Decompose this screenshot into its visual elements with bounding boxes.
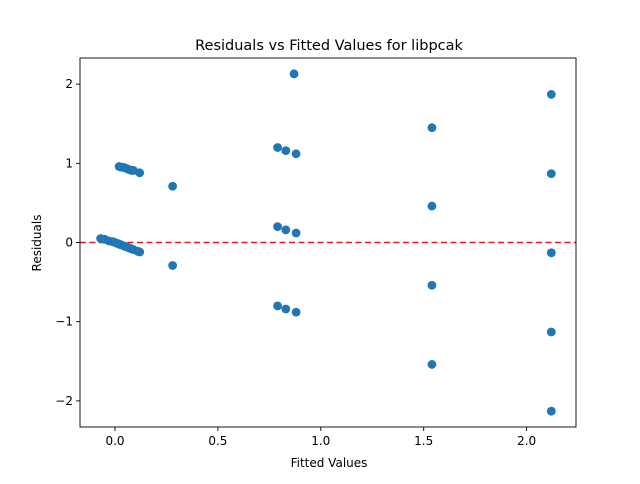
x-tick-label: 1.5 [414, 434, 433, 448]
data-point [546, 169, 556, 179]
data-point [168, 261, 178, 270]
data-point [135, 247, 145, 257]
x-tick-label: 0.5 [208, 434, 227, 448]
y-tick-label: 1 [65, 156, 73, 170]
x-tick-label: 2.0 [517, 434, 536, 448]
data-point [281, 146, 291, 156]
data-point [281, 304, 291, 314]
y-tick-label: 2 [65, 77, 73, 91]
plot-area: 0.0 0.5 1.0 1.5 2.0 −2 −1 0 1 2 [55, 57, 577, 448]
x-tick-label: 0.0 [105, 434, 124, 448]
data-point [291, 307, 301, 317]
x-axis-label: Fitted Values [291, 456, 368, 470]
y-tick-label: −2 [55, 394, 73, 408]
y-tick-label: 0 [65, 236, 73, 250]
data-point [546, 327, 556, 337]
y-axis-label: Residuals [30, 215, 44, 272]
data-point [291, 228, 301, 238]
data-point [546, 248, 556, 258]
data-point [281, 225, 291, 235]
data-point [168, 181, 178, 191]
data-point [427, 201, 437, 211]
data-point [546, 406, 556, 416]
x-tick-label: 1.0 [311, 434, 330, 448]
data-point [273, 143, 282, 152]
data-point [427, 280, 437, 290]
data-point [427, 123, 437, 133]
data-point [289, 69, 299, 79]
data-point [291, 149, 301, 159]
data-point [273, 301, 282, 311]
y-tick-label: −1 [55, 315, 73, 329]
chart-title: Residuals vs Fitted Values for libpcak [195, 38, 463, 54]
data-point [546, 90, 556, 99]
data-point [135, 168, 145, 178]
data-point [427, 360, 437, 369]
data-point [273, 222, 282, 232]
